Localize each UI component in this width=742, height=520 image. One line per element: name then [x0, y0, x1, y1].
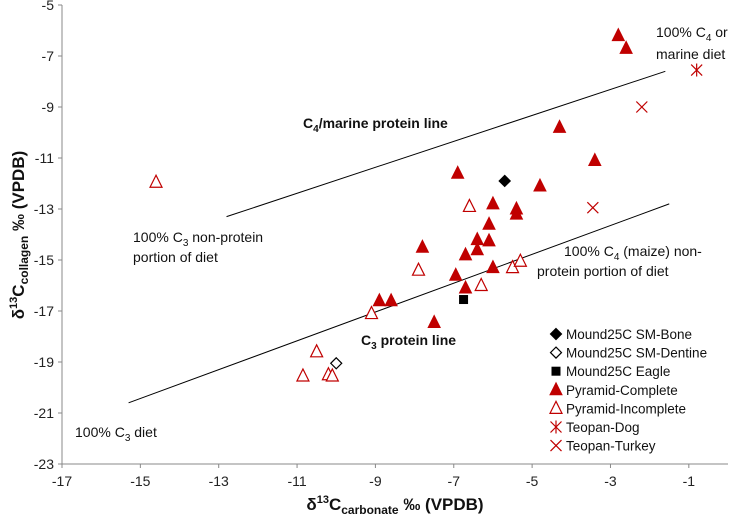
x-tick-label: -3	[604, 473, 617, 489]
legend-label: Pyramid-Incomplete	[566, 401, 686, 416]
legend-label: Teopan-Dog	[566, 420, 640, 435]
data-point	[415, 239, 430, 253]
legend-entry: Mound25C Eagle	[551, 364, 670, 379]
data-point	[448, 267, 463, 281]
marker-stroke	[586, 201, 599, 214]
legend-entry: Pyramid-Complete	[549, 381, 678, 398]
reference-line	[128, 203, 670, 404]
data-point	[427, 314, 441, 328]
legend-marker	[550, 420, 562, 434]
legend-marker	[549, 381, 563, 396]
data-point	[384, 292, 398, 307]
y-tick-label: -13	[34, 201, 54, 217]
annotation-c4-line-label: C4/marine protein line	[303, 115, 448, 135]
x-axis-title: δ13Ccarbonate ‰ (VPDB)	[306, 494, 483, 517]
data-point	[458, 246, 473, 261]
legend: Mound25C SM-Bone Mound25C SM-Dentine Mound…	[549, 327, 707, 454]
y-tick-label: -9	[42, 99, 55, 115]
data-point	[552, 119, 567, 133]
data-point	[509, 205, 524, 220]
data-point	[470, 241, 485, 256]
data-point	[474, 277, 489, 292]
y-tick-label: -19	[34, 354, 54, 370]
data-point	[411, 261, 426, 276]
data-point	[458, 279, 473, 294]
x-tick-label: -7	[448, 473, 461, 489]
legend-marker	[550, 439, 562, 452]
data-point	[450, 165, 465, 179]
legend-entry: Mound25C SM-Bone	[549, 327, 692, 342]
data-point	[459, 295, 469, 305]
legend-entry: Teopan-Turkey	[550, 439, 656, 454]
reference-lines	[128, 70, 670, 404]
annotation-c3-diet: 100% C3 diet	[75, 424, 157, 444]
x-tick-label: -9	[369, 473, 382, 489]
axes: -5-7-9-11-13-15-17-19-21-23-17 -15 -13 -11-…	[34, 0, 728, 489]
y-tick-label: -17	[34, 303, 54, 319]
marker-stroke	[550, 439, 562, 452]
legend-label: Mound25C Eagle	[566, 364, 670, 379]
marker-stroke	[635, 101, 648, 113]
data-point	[462, 198, 477, 213]
data-point	[586, 201, 599, 214]
data-point	[364, 305, 379, 320]
x-tick-label: -1	[683, 473, 696, 489]
legend-entry: Pyramid-Incomplete	[549, 400, 686, 416]
y-tick-label: -15	[34, 252, 54, 268]
x-tick-label: -11	[287, 473, 306, 489]
x-tick-label: -5	[526, 473, 539, 489]
data-point	[533, 177, 547, 192]
data-point	[325, 367, 340, 382]
data-point	[635, 101, 648, 113]
y-tick-label: -7	[42, 48, 55, 64]
data-point	[329, 356, 343, 370]
y-tick-label: -21	[34, 405, 54, 421]
annotation-c3-line-label: C3 protein line	[361, 332, 456, 352]
legend-marker	[549, 346, 563, 359]
x-tick-label: -17	[52, 473, 72, 489]
legend-entry: Teopan-Dog	[550, 420, 640, 435]
reference-line	[226, 70, 666, 218]
annotation-c4-corner: 100% C4 or marine diet	[656, 24, 732, 62]
data-point	[486, 259, 500, 274]
data-point	[309, 343, 324, 358]
data-point	[482, 216, 496, 230]
legend-marker	[549, 327, 563, 341]
legend-label: Pyramid-Complete	[566, 383, 678, 398]
legend-label: Mound25C SM-Dentine	[566, 346, 707, 361]
data-point	[587, 152, 602, 167]
annotation-c3-nonprotein: 100% C3 non-protein portion of diet	[133, 229, 267, 265]
x-tick-label: -13	[209, 473, 229, 489]
y-axis-title: δ13Ccollagen ‰ (VPDB)	[8, 151, 31, 320]
data-point	[611, 27, 626, 42]
data-point	[149, 173, 163, 188]
data-point	[619, 40, 633, 54]
legend-entry: Mound25C SM-Dentine	[549, 346, 707, 361]
y-tick-label: -5	[42, 0, 55, 13]
legend-marker	[549, 400, 563, 414]
data-point	[498, 174, 512, 188]
legend-marker	[551, 366, 561, 376]
data-point	[295, 367, 310, 382]
data-point	[482, 232, 496, 247]
data-point	[486, 195, 500, 210]
legend-label: Teopan-Turkey	[566, 439, 656, 454]
x-tick-label: -15	[130, 473, 150, 489]
data-point	[690, 63, 703, 77]
y-tick-label: -11	[35, 150, 54, 166]
data-point	[513, 252, 528, 267]
annotation-c4-maize: 100% C4 (maize) non- protein portion of …	[537, 243, 706, 279]
y-tick-label: -23	[34, 456, 54, 472]
legend-label: Mound25C SM-Bone	[566, 327, 692, 342]
data-points	[149, 27, 703, 382]
data-point	[372, 292, 387, 307]
